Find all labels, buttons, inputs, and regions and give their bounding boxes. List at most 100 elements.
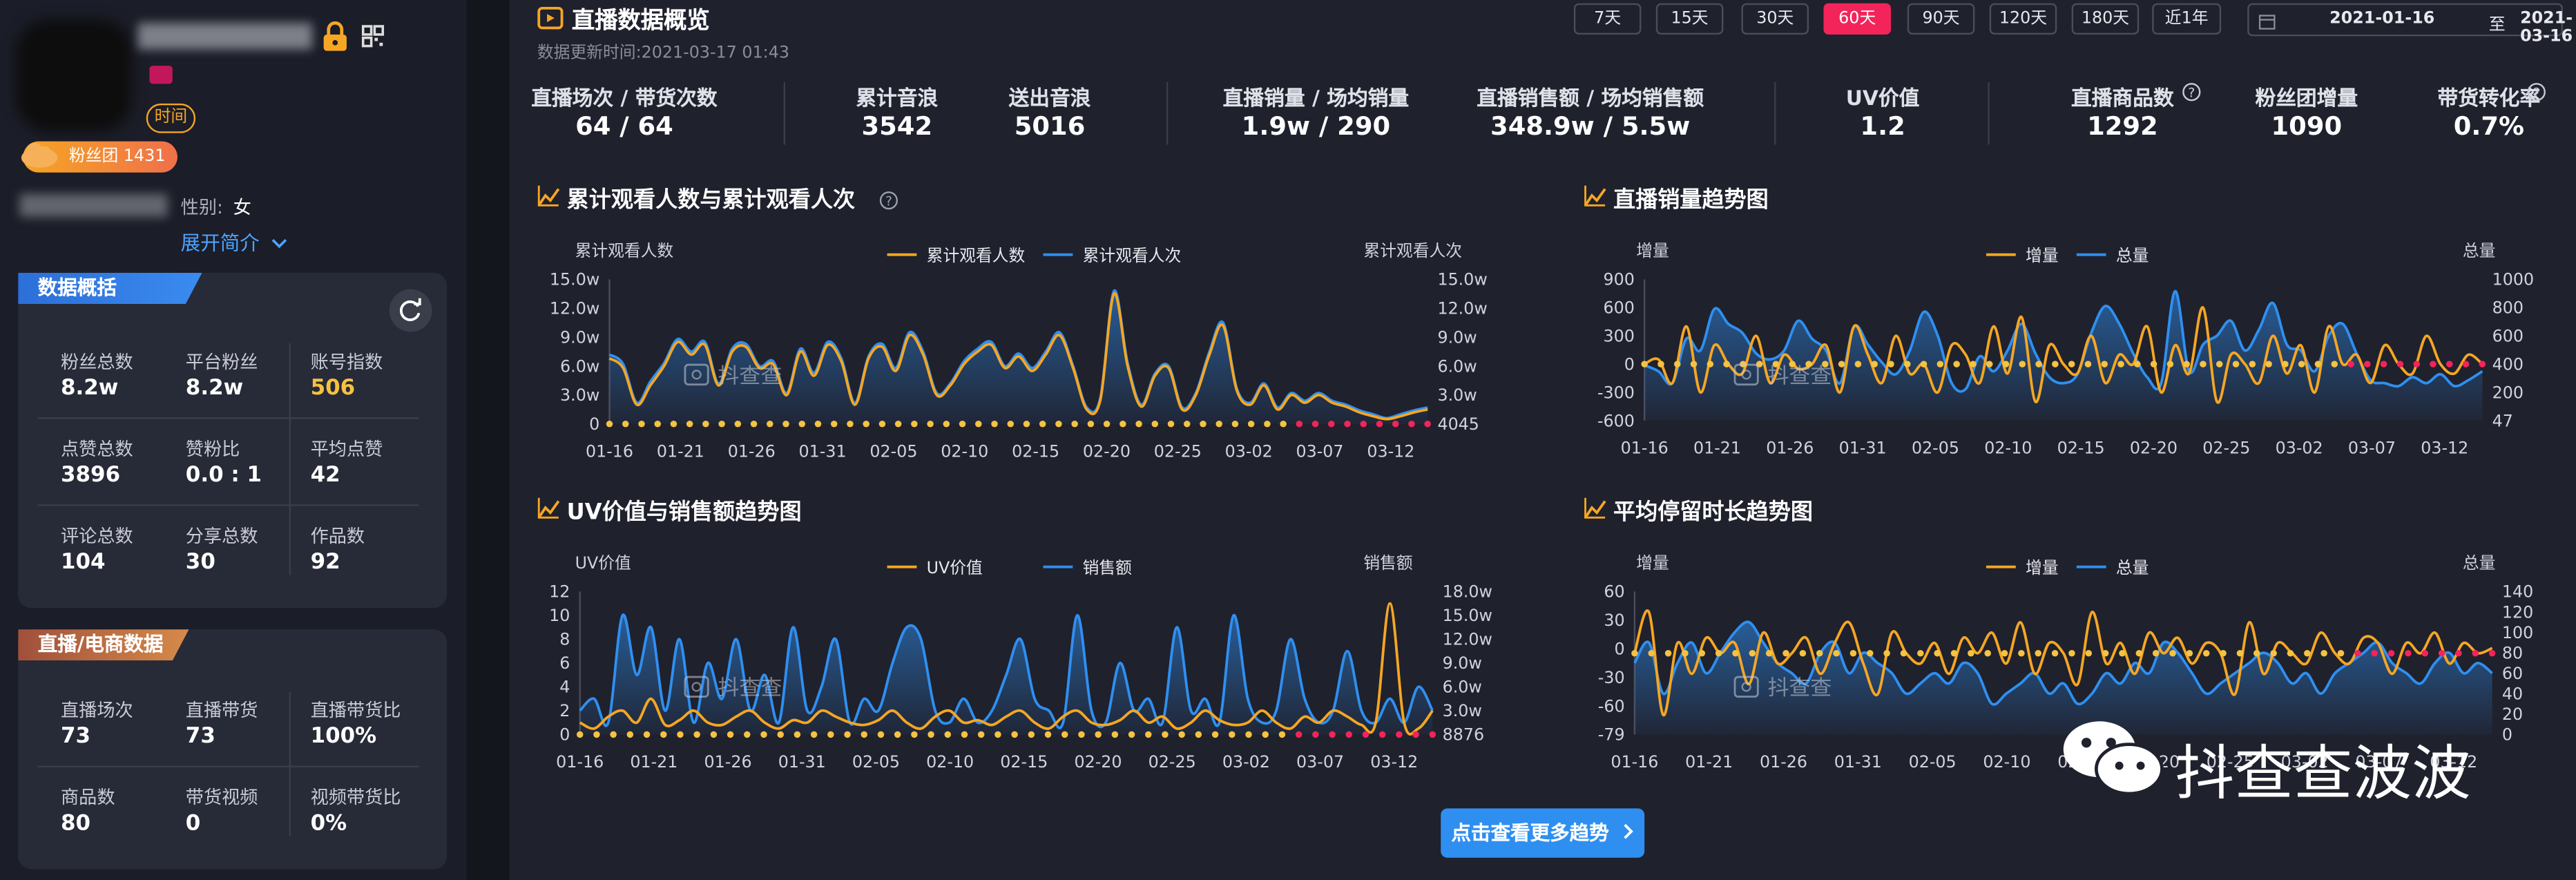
legend-label[interactable]: 累计观看人次: [1083, 246, 1182, 265]
event-dot[interactable]: [1162, 731, 1169, 738]
event-dot[interactable]: [1103, 420, 1111, 428]
event-dot[interactable]: [2085, 649, 2093, 657]
date-from[interactable]: 2021-01-16: [2329, 10, 2435, 28]
event-dot[interactable]: [1822, 361, 1829, 367]
event-dot[interactable]: [2270, 649, 2277, 657]
event-dot[interactable]: [2438, 649, 2445, 657]
event-dot[interactable]: [1183, 420, 1191, 428]
event-dot[interactable]: [863, 420, 869, 428]
event-dot[interactable]: [1278, 731, 1286, 738]
event-dot[interactable]: [1087, 420, 1095, 428]
event-dot[interactable]: [2253, 649, 2260, 657]
event-dot[interactable]: [1849, 649, 1857, 657]
event-dot[interactable]: [606, 420, 613, 428]
event-dot[interactable]: [2396, 361, 2404, 367]
event-dot[interactable]: [2101, 361, 2108, 367]
event-dot[interactable]: [1986, 361, 1993, 367]
series-line[interactable]: [1644, 306, 2483, 404]
event-dot[interactable]: [1765, 649, 1773, 657]
event-dot[interactable]: [1631, 649, 1638, 657]
series-line[interactable]: [579, 602, 1434, 736]
event-dot[interactable]: [2051, 649, 2059, 657]
event-dot[interactable]: [927, 420, 934, 428]
event-dot[interactable]: [660, 731, 667, 738]
event-dot[interactable]: [1782, 649, 1789, 657]
event-dot[interactable]: [654, 420, 661, 428]
event-dot[interactable]: [782, 420, 789, 428]
event-dot[interactable]: [2347, 361, 2354, 367]
event-dot[interactable]: [686, 420, 693, 428]
range-button[interactable]: 120天: [1989, 3, 2057, 35]
event-dot[interactable]: [2488, 649, 2496, 657]
event-dot[interactable]: [1887, 361, 1894, 367]
event-dot[interactable]: [944, 731, 952, 738]
event-dot[interactable]: [2220, 649, 2227, 657]
event-dot[interactable]: [894, 731, 901, 738]
event-dot[interactable]: [2068, 361, 2075, 367]
event-dot[interactable]: [2479, 361, 2486, 367]
event-dot[interactable]: [1245, 731, 1252, 738]
event-dot[interactable]: [777, 731, 784, 738]
event-dot[interactable]: [2183, 361, 2190, 367]
event-dot[interactable]: [814, 420, 822, 428]
event-dot[interactable]: [1984, 649, 1991, 657]
event-dot[interactable]: [2380, 361, 2387, 367]
event-dot[interactable]: [1280, 420, 1287, 428]
event-dot[interactable]: [1211, 731, 1219, 738]
series-line[interactable]: [1644, 289, 2483, 393]
event-dot[interactable]: [2455, 649, 2462, 657]
series-line[interactable]: [1633, 609, 2493, 716]
event-dot[interactable]: [1007, 420, 1014, 428]
event-dot[interactable]: [2337, 649, 2345, 657]
event-dot[interactable]: [2019, 361, 2026, 367]
event-dot[interactable]: [1295, 731, 1303, 738]
event-dot[interactable]: [626, 731, 634, 738]
event-dot[interactable]: [1247, 420, 1255, 428]
event-dot[interactable]: [2236, 649, 2244, 657]
event-dot[interactable]: [760, 731, 767, 738]
event-dot[interactable]: [2331, 361, 2338, 367]
event-dot[interactable]: [767, 420, 773, 428]
event-dot[interactable]: [2282, 361, 2289, 367]
event-dot[interactable]: [1296, 420, 1303, 428]
event-dot[interactable]: [1936, 361, 1944, 367]
event-dot[interactable]: [1698, 649, 1706, 657]
event-dot[interactable]: [2320, 649, 2327, 657]
event-dot[interactable]: [1953, 361, 1960, 367]
event-dot[interactable]: [2001, 649, 2008, 657]
event-dot[interactable]: [1028, 731, 1035, 738]
qrcode-icon[interactable]: [361, 23, 385, 48]
event-dot[interactable]: [798, 420, 806, 428]
help-icon[interactable]: ?: [2527, 82, 2547, 102]
event-dot[interactable]: [1328, 420, 1335, 428]
event-dot[interactable]: [847, 420, 854, 428]
event-dot[interactable]: [1968, 649, 1974, 657]
event-dot[interactable]: [878, 420, 886, 428]
range-button[interactable]: 180天: [2071, 3, 2140, 35]
event-dot[interactable]: [1838, 361, 1845, 367]
event-dot[interactable]: [1061, 731, 1068, 738]
event-dot[interactable]: [2135, 649, 2143, 657]
event-dot[interactable]: [727, 731, 734, 738]
event-dot[interactable]: [1950, 649, 1958, 657]
event-dot[interactable]: [750, 420, 758, 428]
event-dot[interactable]: [1044, 731, 1052, 738]
event-dot[interactable]: [2298, 361, 2305, 367]
event-dot[interactable]: [794, 731, 801, 738]
event-dot[interactable]: [2169, 649, 2176, 657]
event-dot[interactable]: [1920, 361, 1928, 367]
event-dot[interactable]: [2068, 649, 2075, 657]
event-dot[interactable]: [1329, 731, 1336, 738]
event-dot[interactable]: [1723, 361, 1730, 367]
event-dot[interactable]: [1664, 649, 1672, 657]
more-trends-button[interactable]: 点击查看更多趋势: [1441, 808, 1645, 858]
event-dot[interactable]: [1344, 420, 1351, 428]
event-dot[interactable]: [2035, 649, 2042, 657]
event-dot[interactable]: [702, 420, 709, 428]
event-dot[interactable]: [810, 731, 818, 738]
event-dot[interactable]: [861, 731, 868, 738]
event-dot[interactable]: [1904, 361, 1911, 367]
event-dot[interactable]: [2202, 649, 2210, 657]
event-dot[interactable]: [2232, 361, 2240, 367]
event-dot[interactable]: [2102, 649, 2109, 657]
